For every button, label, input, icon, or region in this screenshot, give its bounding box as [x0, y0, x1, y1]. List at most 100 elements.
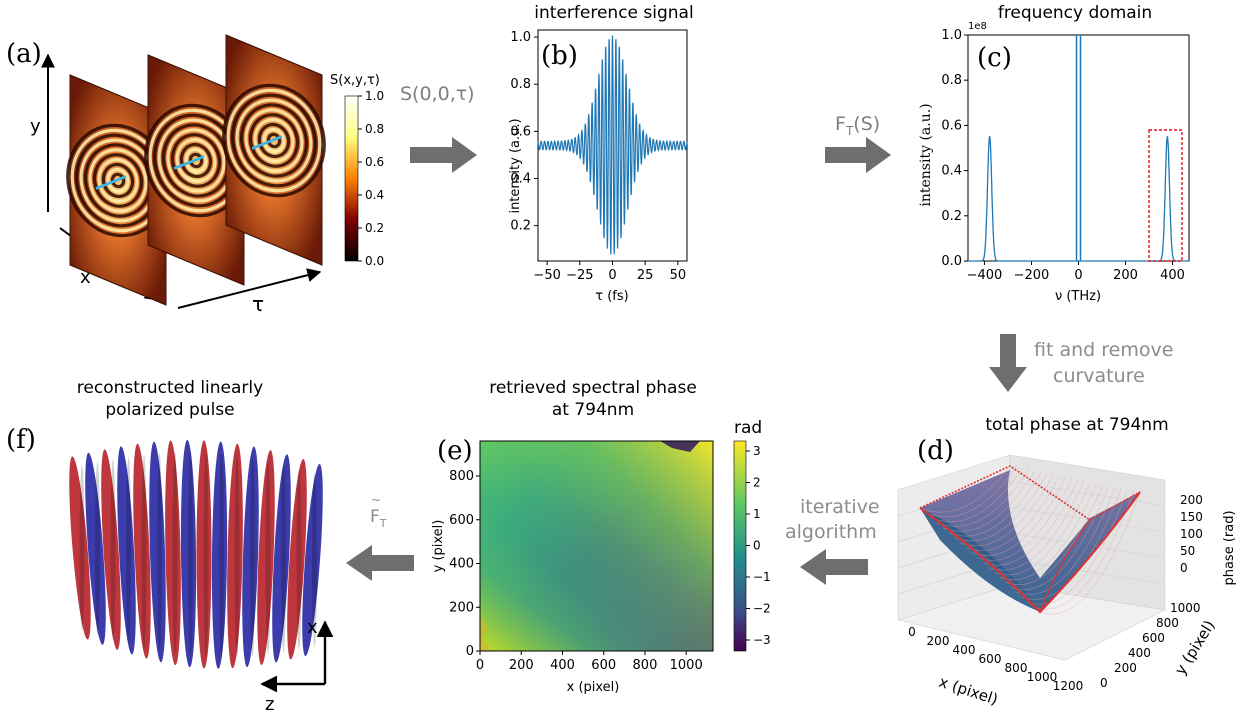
pulse-slice-shade: [157, 452, 162, 652]
pulse-slice: [211, 441, 228, 669]
colorbar-tick-label: 0.0: [365, 254, 384, 268]
z-tick-label: 150: [1180, 510, 1203, 524]
x-tick-label: 1000: [670, 658, 703, 673]
pulse-slice: [180, 440, 197, 668]
panel-b-title: interference signal: [534, 3, 693, 23]
panel-b-ticks: −50 −25 0 25 50 1.0 0.8 0.6 0.4 0.2: [510, 30, 686, 283]
arrow-cd-line1: fit and remove: [1034, 339, 1173, 361]
phase-surface: [920, 470, 1140, 612]
panel-e-xlabel: x (pixel): [567, 680, 620, 695]
x-tick-label: 0: [1074, 268, 1082, 283]
colorbar-afmhot: [344, 95, 359, 262]
pulse-slice: [227, 443, 243, 669]
pulse-slice-shade: [141, 454, 147, 649]
panel-f-title-1: reconstructed linearly: [77, 378, 263, 398]
panel-e-ticks: 0 200 400 600 800 1000 800 600 400 200 0: [449, 469, 703, 673]
mesh-line: [919, 465, 1011, 513]
fringe-ring: [239, 103, 309, 178]
z-tick-label: 50: [1180, 544, 1195, 558]
y-tick-label: 600: [1142, 631, 1165, 645]
x-tick-label: 1200: [1053, 679, 1084, 693]
y-tick-label: 800: [449, 469, 474, 484]
pulse-slice-shade: [250, 457, 255, 657]
arrow-ef-label: FT: [370, 507, 387, 530]
axis-tau-label: τ: [252, 292, 264, 316]
y-tick-label: 1000: [1170, 601, 1201, 615]
signal-frame: [66, 74, 170, 306]
x-tick-label: 400: [1160, 268, 1185, 283]
pulse-slice: [257, 450, 275, 666]
panel-d-title: total phase at 794nm: [985, 415, 1168, 435]
sideband-selection-box: [1148, 129, 1183, 262]
mesh-line: [1005, 484, 1104, 585]
x-tick-label: 800: [633, 658, 658, 673]
mesh-line: [994, 481, 1091, 576]
pulse-slice-shade: [265, 460, 271, 655]
mesh-line: [1034, 490, 1135, 610]
pulse-slice-shade: [79, 465, 85, 631]
colorbar-tick-label: 0.8: [365, 122, 384, 136]
panel-e-label: (e): [437, 436, 473, 466]
pulse-slice-shade: [203, 451, 209, 657]
x-tick-label: 600: [591, 658, 616, 673]
arrow-bc-rest: (S): [853, 113, 880, 135]
panel-c-ticks: −400 −200 0 200 400 1.0 0.8 0.6 0.4 0.2 0.0: [941, 28, 1185, 283]
tau-axis-arrow: [177, 268, 322, 309]
panel-c-offset: 1e8: [968, 21, 987, 32]
panel-f-title-2: polarized pulse: [105, 400, 234, 420]
mesh-line: [942, 470, 1036, 532]
z-tick-label: 100: [1180, 527, 1203, 541]
arrow-b-to-c: FT(S): [825, 113, 891, 173]
pulse-slice-shade: [95, 462, 100, 636]
fringe-ring: [244, 108, 304, 173]
panel-b-ylabel: intensity (a.u.): [508, 118, 523, 213]
pulse-slice: [272, 454, 291, 663]
arrow-bc-label: FT(S): [835, 113, 880, 138]
interference-signal-line: [537, 35, 688, 255]
pulse-slice: [302, 463, 323, 657]
panel-c-label: (c): [977, 43, 1012, 73]
mesh-line: [1022, 488, 1122, 600]
fringe-ring: [226, 88, 322, 193]
colorbar-e-ticks: 3 2 1 0 −1 −2 −3: [746, 444, 771, 647]
pulse-slice-shade: [188, 451, 193, 656]
mesh-line: [925, 467, 1017, 518]
colorbar-tick-label: 2: [753, 476, 761, 490]
panel-d-xlabel: x (pixel): [937, 673, 1000, 709]
pulse-slice-shade: [219, 452, 224, 658]
arrow-ef-sub: T: [379, 517, 387, 530]
mesh-line: [931, 468, 1023, 522]
sample-line: [95, 175, 127, 190]
colorbar-title: S(x,y,τ): [330, 73, 380, 88]
mesh-line: [954, 473, 1048, 542]
sample-line: [251, 135, 283, 150]
colorbar-tick-label: −1: [753, 570, 771, 584]
pane-floor: [896, 584, 1166, 661]
pulse-slice: [287, 458, 307, 660]
frame-border: [225, 34, 323, 266]
panel-e-ylabel: y (pixel): [431, 520, 446, 573]
y-tick-label: 0: [466, 644, 474, 659]
y-tick-label: 0.6: [941, 118, 962, 133]
signal-frame: [222, 34, 326, 266]
y-tick-label: 0.2: [510, 219, 531, 234]
colorbar-tick-label: 0: [753, 539, 761, 553]
pulse-slice-shade: [110, 459, 116, 640]
pulse-slice-shade: [296, 468, 302, 650]
colorbar-a-ticks: 1.0 0.8 0.6 0.4 0.2 0.0: [358, 89, 384, 268]
phase-edge-noise: [480, 615, 492, 651]
mesh-line: [965, 475, 1060, 551]
frame-border: [69, 74, 167, 306]
signal-frames: [66, 34, 326, 306]
colorbar-tick-label: 0.4: [365, 188, 384, 202]
x-tick-label: 25: [637, 268, 654, 283]
y-tick-label: 0.4: [510, 172, 531, 187]
pulse-slice: [101, 449, 121, 650]
y-tick-label: 400: [1128, 646, 1151, 660]
panel-b: interference signal (b) intensity (a.u.)…: [508, 3, 694, 304]
x-tick-label: 400: [550, 658, 575, 673]
x-tick-label: 400: [953, 643, 976, 657]
y-tick-label: 1.0: [510, 30, 531, 45]
arrow-ef-F: F: [370, 507, 380, 527]
phase-map-frame: [479, 440, 714, 652]
